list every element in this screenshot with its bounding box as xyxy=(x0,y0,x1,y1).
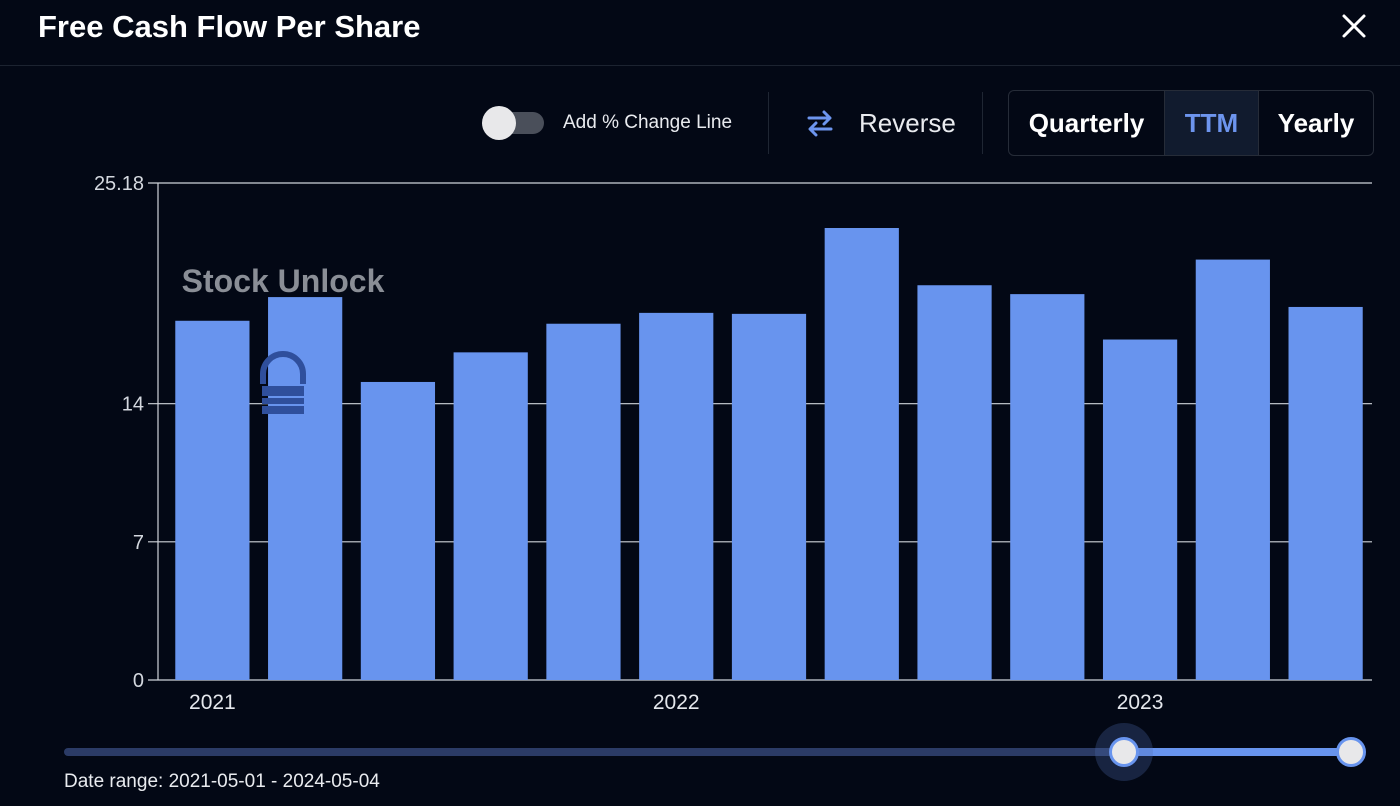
bar-2021-Q3[interactable] xyxy=(268,297,343,680)
divider xyxy=(768,92,769,154)
bar-2023-Q3[interactable] xyxy=(1010,294,1085,680)
close-button[interactable] xyxy=(1336,8,1372,44)
change-line-toggle[interactable]: Add % Change Line xyxy=(482,106,752,140)
x-tick-label: 2021 xyxy=(189,691,236,714)
bar-2023-Q4[interactable] xyxy=(1102,339,1178,680)
page-title: Free Cash Flow Per Share xyxy=(38,9,421,44)
axes: 0 7 14 25.18 2021 2022 2023 xyxy=(94,173,1163,714)
bar-2024-Q2[interactable] xyxy=(1288,306,1363,680)
slider-track[interactable] xyxy=(64,748,1364,756)
reverse-label: Reverse xyxy=(859,108,956,138)
date-range-text: Date range: 2021-05-01 - 2024-05-04 xyxy=(64,771,380,792)
toggle-knob xyxy=(482,106,516,140)
y-tick-label: 0 xyxy=(133,670,144,692)
watermark: Stock Unlock xyxy=(182,263,385,414)
swap-arrows-icon xyxy=(807,110,833,137)
y-tick-label: 25.18 xyxy=(94,173,144,195)
y-tick-label: 7 xyxy=(133,532,144,554)
bar-2024-Q1[interactable] xyxy=(1195,259,1270,680)
x-tick-label: 2023 xyxy=(1117,691,1164,714)
watermark-text: Stock Unlock xyxy=(182,263,385,299)
date-range-slider[interactable] xyxy=(60,723,1370,781)
close-icon xyxy=(1342,14,1366,38)
bar-2021-Q2[interactable] xyxy=(175,320,250,680)
period-selector: Quarterly TTM Yearly xyxy=(1008,90,1374,156)
divider xyxy=(982,92,983,154)
bar-2022-Q3[interactable] xyxy=(639,312,714,680)
bar-2022-Q2[interactable] xyxy=(546,323,621,680)
slider-selected-range xyxy=(1123,748,1351,756)
bar-2023-Q1[interactable] xyxy=(824,228,899,680)
bar-2022-Q1[interactable] xyxy=(453,352,528,680)
bar-2023-Q2[interactable] xyxy=(917,285,992,680)
bars xyxy=(175,228,1363,680)
slider-start-handle[interactable] xyxy=(1108,737,1139,767)
bar-chart: Stock Unlock 0 7 14 25.18 2021 2022 2023 xyxy=(94,173,1372,714)
x-tick-label: 2022 xyxy=(653,691,700,714)
stock-unlock-logo-icon xyxy=(260,351,306,414)
y-tick-label: 14 xyxy=(122,394,144,416)
period-quarterly-button[interactable]: Quarterly xyxy=(1009,91,1165,155)
bar-2022-Q4[interactable] xyxy=(731,313,807,680)
reverse-button[interactable]: Reverse xyxy=(800,100,970,146)
period-yearly-button[interactable]: Yearly xyxy=(1277,107,1355,138)
bar-2021-Q4[interactable] xyxy=(360,381,436,680)
slider-end-handle[interactable] xyxy=(1336,737,1366,767)
modal-header: Free Cash Flow Per Share xyxy=(0,0,1400,66)
period-ttm-button[interactable]: TTM xyxy=(1165,91,1259,155)
change-line-label: Add % Change Line xyxy=(563,112,733,133)
